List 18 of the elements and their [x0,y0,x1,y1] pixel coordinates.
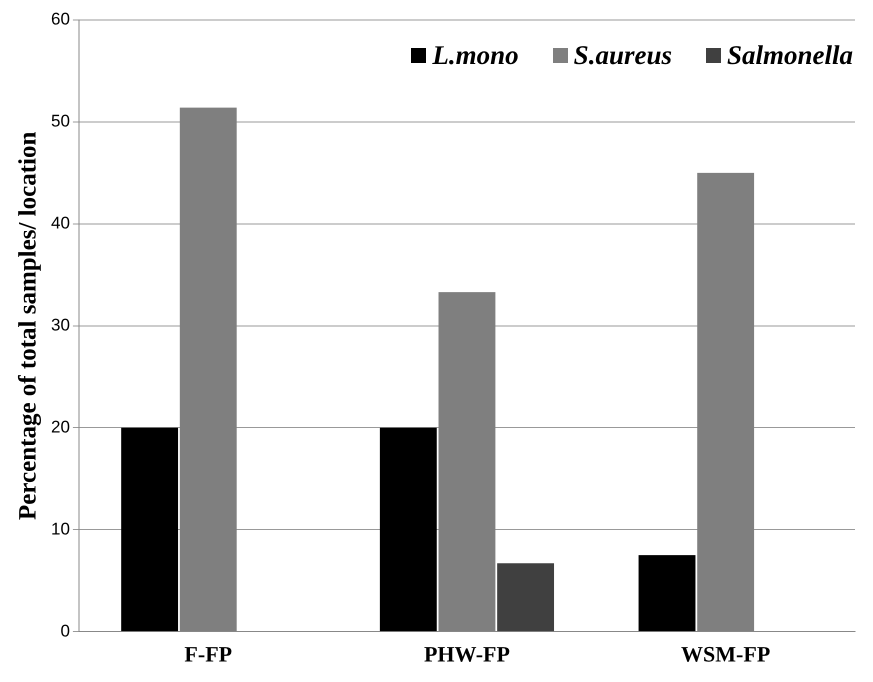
x-tick-label: WSM-FP [681,641,770,666]
y-tick-label: 60 [50,10,70,29]
y-tick-label: 30 [50,315,70,334]
x-tick-label: F-FP [184,641,232,666]
x-tick-label: PHW-FP [424,641,510,666]
bar [121,428,178,632]
y-tick-label: 0 [60,621,70,640]
legend-label: S.aureus [574,40,672,71]
y-tick-label: 20 [50,417,70,436]
bar [497,563,554,632]
bar [380,428,437,632]
legend-label: L.mono [432,40,519,71]
y-tick-label: 40 [50,214,70,233]
y-tick-label: 50 [50,112,70,131]
bar [638,555,696,632]
legend-label: Salmonella [726,40,853,71]
y-axis-title: Percentage of total samples/ location [14,132,42,520]
y-tick-label: 10 [50,519,70,538]
